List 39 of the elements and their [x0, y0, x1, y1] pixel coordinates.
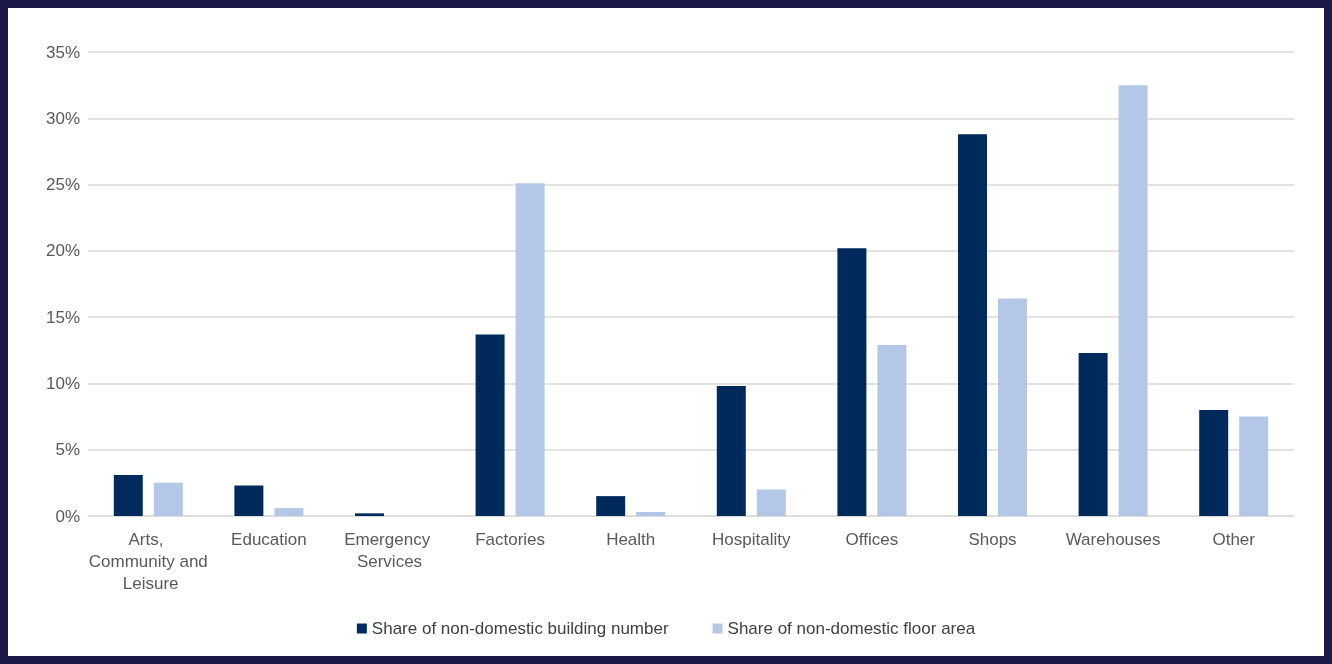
- x-tick-label: Emergency Services: [344, 529, 435, 571]
- bar: [596, 496, 626, 516]
- y-tick-label: 25%: [45, 175, 80, 195]
- bar: [957, 134, 987, 516]
- x-tick-label: Arts, Community and Leisure: [88, 529, 208, 593]
- y-tick-label: 20%: [45, 241, 80, 261]
- legend-label: Share of non-domestic building number: [371, 619, 669, 638]
- bar: [153, 482, 183, 516]
- x-tick-label: Offices: [845, 529, 899, 549]
- bar: [234, 485, 264, 516]
- x-tick-label: Education: [231, 529, 307, 549]
- x-tick-label: Health: [606, 529, 656, 549]
- bar: [1239, 416, 1269, 516]
- y-tick-label: 35%: [45, 42, 80, 62]
- bar: [756, 489, 786, 516]
- bar: [716, 386, 746, 516]
- y-tick-label: 10%: [45, 373, 80, 393]
- y-tick-label: 15%: [45, 307, 80, 327]
- bar: [1118, 85, 1148, 516]
- x-tick-label: Other: [1212, 529, 1256, 549]
- bar: [837, 248, 867, 516]
- y-tick-label: 30%: [45, 108, 80, 128]
- bar: [877, 344, 907, 516]
- bar: [515, 183, 545, 516]
- y-tick-label: 5%: [55, 440, 80, 460]
- x-tick-label: Warehouses: [1065, 529, 1161, 549]
- y-tick-label: 0%: [55, 506, 80, 526]
- bar: [475, 334, 505, 516]
- x-tick-label: Shops: [968, 529, 1017, 549]
- x-tick-label: Factories: [475, 529, 546, 549]
- bar: [998, 298, 1028, 516]
- bar: [1199, 409, 1229, 516]
- bar: [1078, 352, 1108, 516]
- bar: [113, 474, 143, 516]
- legend-label: Share of non-domestic floor area: [727, 619, 976, 638]
- bar: [636, 512, 666, 516]
- x-tick-label: Hospitality: [712, 529, 792, 549]
- bar: [354, 513, 384, 516]
- bar: [274, 508, 304, 516]
